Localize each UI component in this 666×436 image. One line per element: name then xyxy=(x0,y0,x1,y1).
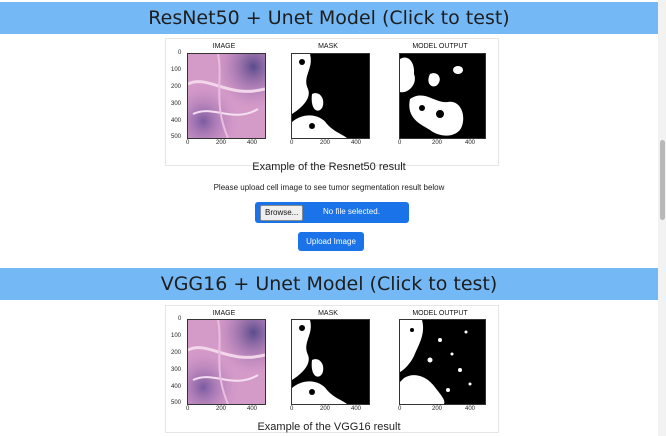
image-panel: IMAGE xyxy=(166,39,276,161)
image-panel-title: IMAGE xyxy=(212,43,236,50)
histology-image xyxy=(187,53,266,139)
x-tick: 400 xyxy=(465,406,476,412)
resnet-section-header[interactable]: ResNet50 + Unet Model (Click to test) xyxy=(0,2,658,34)
ground-truth-mask xyxy=(291,319,370,405)
model-output-panel: MODEL OUTPUT 0 200 400 xyxy=(380,39,495,161)
y-tick: 400 xyxy=(171,118,182,124)
upload-image-button[interactable]: Upload Image xyxy=(298,232,364,251)
vgg16-caption: Example of the VGG16 result xyxy=(257,421,401,433)
x-tick: 200 xyxy=(320,140,331,146)
y-tick: 300 xyxy=(171,101,182,107)
x-tick: 400 xyxy=(351,140,362,146)
upload-instruction: Please upload cell image to see tumor se… xyxy=(213,183,445,192)
resnet-result-figure: IMAGE xyxy=(165,38,499,166)
y-tick: 200 xyxy=(171,350,182,356)
y-tick: 0 xyxy=(178,50,182,56)
x-tick: 0 xyxy=(290,406,294,412)
y-tick: 100 xyxy=(171,333,182,339)
resnet-caption: Example of the Resnet50 result xyxy=(252,161,406,173)
model-output-panel-title: MODEL OUTPUT xyxy=(412,310,468,317)
y-tick: 200 xyxy=(171,84,182,90)
scrollbar-thumb[interactable] xyxy=(660,140,665,220)
image-panel-title: IMAGE xyxy=(212,310,236,317)
x-tick: 200 xyxy=(432,140,443,146)
mask-panel: MASK 0 200 400 xyxy=(278,39,378,161)
image-panel: IMAGE xyxy=(166,306,276,428)
y-tick: 400 xyxy=(171,384,182,390)
y-tick: 500 xyxy=(171,400,182,406)
x-tick: 200 xyxy=(216,406,227,412)
histology-image xyxy=(187,319,266,405)
x-tick: 400 xyxy=(351,406,362,412)
vgg16-section-header[interactable]: VGG16 + Unet Model (Click to test) xyxy=(0,268,658,300)
x-tick: 0 xyxy=(186,406,190,412)
ground-truth-mask xyxy=(291,53,370,139)
x-tick: 400 xyxy=(465,140,476,146)
vgg16-model-output xyxy=(399,319,486,405)
x-tick: 0 xyxy=(398,140,402,146)
y-tick: 500 xyxy=(171,134,182,140)
x-tick: 200 xyxy=(432,406,443,412)
y-tick: 0 xyxy=(178,316,182,322)
file-input[interactable]: Browse... No file selected. xyxy=(255,202,409,223)
x-tick: 200 xyxy=(320,406,331,412)
mask-panel-title: MASK xyxy=(318,43,338,50)
x-tick: 400 xyxy=(247,406,258,412)
mask-panel: MASK 0 200 400 xyxy=(278,306,378,428)
page-scrollbar[interactable] xyxy=(658,0,666,436)
x-tick: 0 xyxy=(186,140,190,146)
y-tick: 100 xyxy=(171,67,182,73)
vgg16-result-figure: IMAGE xyxy=(165,305,499,433)
browse-button[interactable]: Browse... xyxy=(260,205,304,221)
model-output-panel-title: MODEL OUTPUT xyxy=(412,43,468,50)
file-status: No file selected. xyxy=(323,207,380,216)
resnet-section-title: ResNet50 + Unet Model (Click to test) xyxy=(148,7,510,29)
x-tick: 0 xyxy=(290,140,294,146)
mask-panel-title: MASK xyxy=(318,310,338,317)
x-tick: 0 xyxy=(398,406,402,412)
x-tick: 200 xyxy=(216,140,227,146)
y-tick: 300 xyxy=(171,367,182,373)
resnet-model-output xyxy=(399,53,486,139)
vgg16-section-title: VGG16 + Unet Model (Click to test) xyxy=(160,273,498,295)
x-tick: 400 xyxy=(247,140,258,146)
model-output-panel: MODEL OUTPUT 0 200 400 xyxy=(380,306,495,428)
